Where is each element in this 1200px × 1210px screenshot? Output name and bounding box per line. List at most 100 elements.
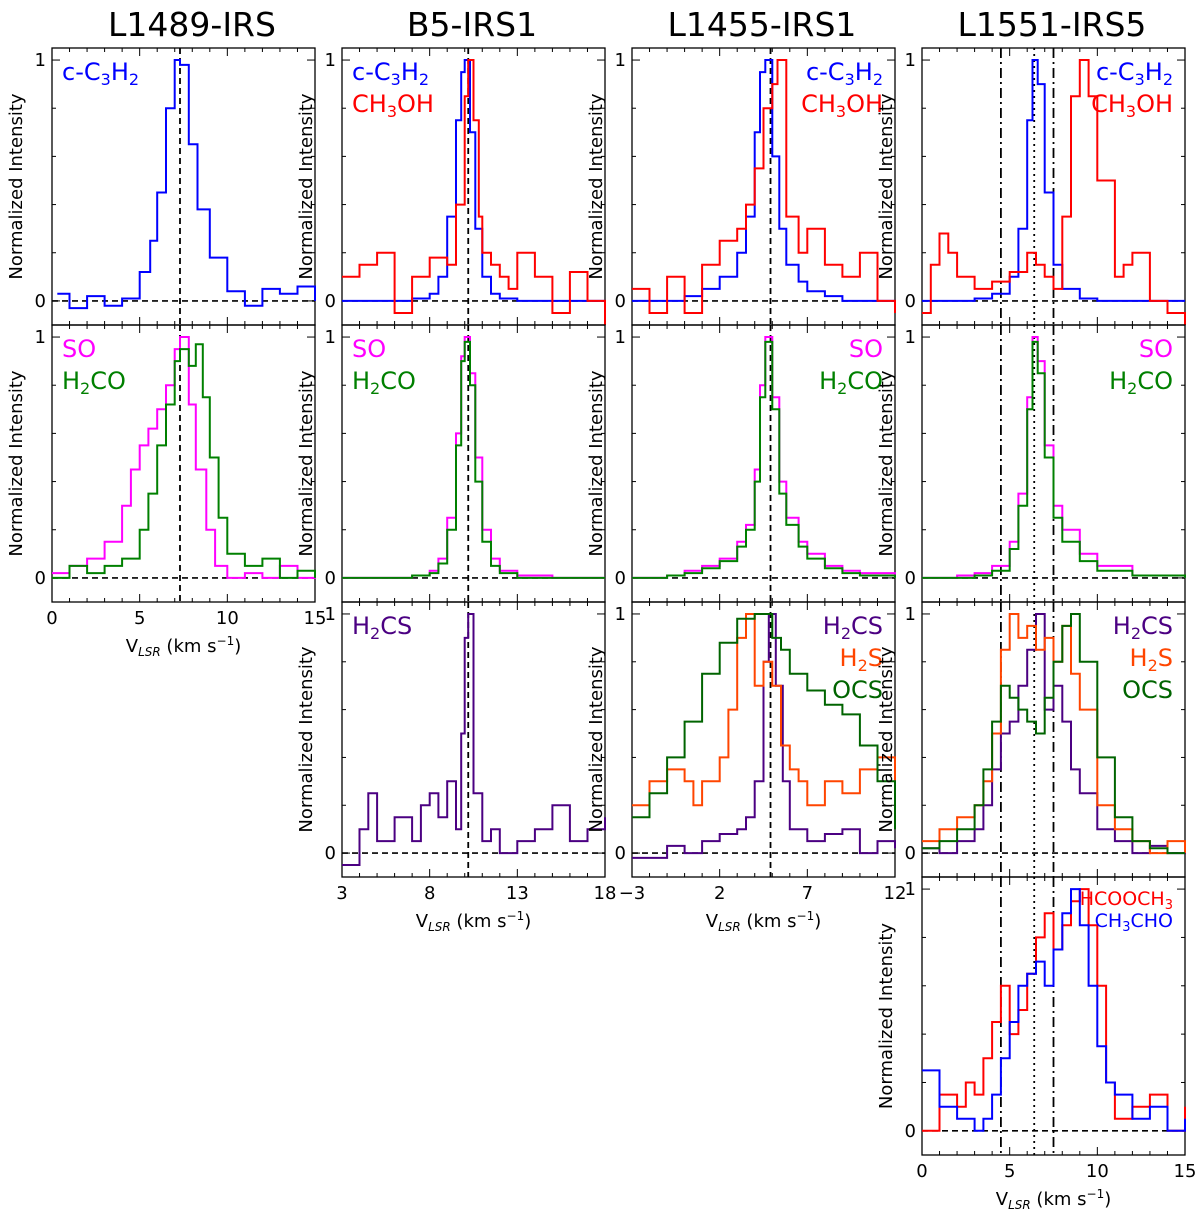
y-tick-label: 1 [905, 604, 916, 625]
legend-label-c-c3h2: c-C3​H2​ [62, 58, 139, 89]
y-tick-label: 1 [325, 327, 336, 348]
legend-label-so: SO [1139, 335, 1173, 363]
column-title-l1455: L1455-IRS1 [668, 5, 857, 44]
series-line-c-c3h2 [922, 59, 1185, 302]
series-line-c-c3h2 [632, 59, 895, 302]
legend-label-c-c3h2: c-C3​H2​ [352, 58, 429, 89]
x-tick-label: −3 [619, 883, 646, 904]
y-axis-label: Normalized Intensity [876, 923, 897, 1109]
legend-label-c-c3h2: c-C3​H2​ [1096, 58, 1173, 89]
x-tick-label: 5 [134, 608, 145, 629]
x-tick-label: 13 [506, 883, 529, 904]
panel-l1455-irs1-row1: 0 1 Normalized Intensity SO H2​CO [586, 324, 896, 603]
legend-label-h2cs: H2​CS [823, 612, 883, 643]
series-line-hcooch3 [922, 888, 1186, 1132]
y-tick-label: 0 [615, 568, 626, 589]
series-line-ch3cho [922, 888, 1186, 1132]
y-tick-label: 1 [905, 879, 916, 900]
y-tick-label: 0 [325, 843, 336, 864]
x-tick-label: 15 [1174, 1161, 1197, 1182]
legend-label-so: SO [352, 335, 386, 363]
legend-label-ocs: OCS [832, 676, 883, 704]
y-axis-label: Normalized Intensity [586, 93, 607, 279]
legend-label-ocs: OCS [1122, 676, 1173, 704]
y-axis-label: Normalized Intensity [586, 370, 607, 556]
y-axis-label: Normalized Intensity [296, 370, 317, 556]
y-axis-label: Normalized Intensity [6, 370, 27, 556]
y-tick-label: 0 [905, 843, 916, 864]
panel-frame [51, 324, 316, 603]
legend-label-h2co: H2​CO [819, 367, 883, 398]
panel-l1489-irs-row0: 0 1 Normalized Intensity c-C3​H2​ [6, 47, 316, 326]
panel-b5-irs1-row0: 0 1 Normalized Intensity c-C3​H2​CH3​OH [296, 47, 606, 326]
legend-label-so: SO [849, 335, 883, 363]
y-tick-label: 1 [615, 327, 626, 348]
y-tick-label: 0 [615, 843, 626, 864]
series-line-h2co [52, 343, 316, 579]
y-tick-label: 1 [35, 327, 46, 348]
x-tick-label: 8 [424, 883, 435, 904]
x-tick-label: 0 [916, 1161, 927, 1182]
y-tick-label: 0 [35, 291, 46, 312]
panel-l1551-irs5-row0: 0 1 Normalized Intensity c-C3​H2​CH3​OH [876, 47, 1186, 326]
column-title-l1489: L1489-IRS [108, 5, 276, 44]
x-axis-label: VLSR (km s−1) [126, 634, 242, 659]
x-tick-label: 15 [304, 608, 327, 629]
y-axis-label: Normalized Intensity [296, 646, 317, 832]
panel-l1489-irs-row1: 0 1 Normalized Intensity 0 5 10 15 VLSR (km s−1… [6, 324, 327, 659]
legend-label-h2cs: H2​CS [1113, 612, 1173, 643]
x-axis-label: VLSR (km s−1) [996, 1187, 1112, 1210]
x-tick-label: 12 [884, 883, 907, 904]
series-line-c-c3h2 [57, 59, 316, 310]
panel-frame [631, 601, 896, 878]
legend-label-h2co: H2​CO [352, 367, 416, 398]
y-axis-label: Normalized Intensity [876, 93, 897, 279]
x-axis-label: VLSR (km s−1) [706, 909, 822, 934]
legend-label-hcooch3: HCOOCH3​ [1080, 888, 1173, 913]
series-line-ch3oh [632, 59, 896, 314]
panel-b5-irs1-row2: 0 1 Normalized Intensity 3 8 13 18 VLSR (km s−1… [296, 601, 616, 934]
legend-label-h2co: H2​CO [1109, 367, 1173, 398]
y-tick-label: 0 [325, 568, 336, 589]
x-tick-label: 0 [46, 608, 57, 629]
x-tick-label: 7 [802, 883, 813, 904]
y-axis-label: Normalized Intensity [876, 646, 897, 832]
x-tick-label: 3 [336, 883, 347, 904]
y-tick-label: 1 [905, 50, 916, 71]
series-line-ch3oh [342, 59, 606, 325]
legend-label-h2cs: H2​CS [352, 612, 412, 643]
y-tick-label: 1 [905, 327, 916, 348]
y-axis-label: Normalized Intensity [296, 93, 317, 279]
series-line-c-c3h2 [342, 59, 605, 302]
y-tick-label: 1 [35, 50, 46, 71]
y-axis-label: Normalized Intensity [6, 93, 27, 279]
panel-l1551-irs5-row1: 0 1 Normalized Intensity SO H2​CO [876, 324, 1186, 603]
legend-label-h2s: H2​S [840, 644, 883, 675]
series-line-h2co [342, 340, 605, 579]
y-tick-label: 0 [35, 568, 46, 589]
panel-b5-irs1-row1: 0 1 Normalized Intensity SO H2​CO [296, 324, 606, 603]
y-tick-label: 1 [615, 50, 626, 71]
column-title-b5: B5-IRS1 [407, 5, 537, 44]
x-tick-label: 10 [216, 608, 239, 629]
series-line-h2co [632, 340, 896, 579]
series-line-ocs [632, 613, 896, 830]
y-axis-label: Normalized Intensity [586, 646, 607, 832]
y-tick-label: 1 [325, 604, 336, 625]
series-line-ocs [922, 613, 1185, 855]
legend-label-ch3oh: CH3​OH [352, 90, 434, 121]
legend-label-h2co: H2​CO [62, 367, 126, 398]
y-tick-label: 0 [325, 291, 336, 312]
panel-frame [341, 601, 606, 878]
panel-l1455-irs1-row0: 0 1 Normalized Intensity c-C3​H2​CH3​OH [586, 47, 896, 326]
y-tick-label: 0 [905, 1121, 916, 1142]
legend-label-h2s: H2​S [1130, 644, 1173, 675]
panel-frame [51, 47, 316, 326]
legend-label-ch3cho: CH3​CHO [1095, 910, 1173, 935]
y-axis-label: Normalized Intensity [876, 370, 897, 556]
panel-l1551-irs5-row3: 0 1 Normalized Intensity 0 5 10 15 VLSR (km s−1… [876, 876, 1197, 1210]
series-line-ch3oh [922, 59, 1186, 325]
column-title-l1551: L1551-IRS5 [958, 5, 1147, 44]
legend-label-ch3oh: CH3​OH [801, 90, 883, 121]
